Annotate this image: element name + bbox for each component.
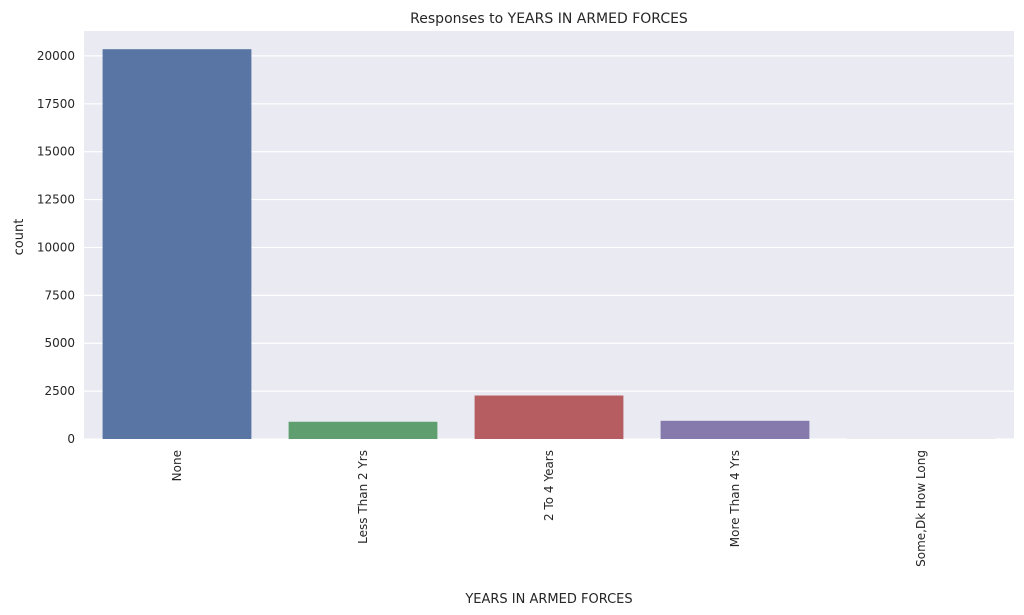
y-tick-label: 20000 <box>37 49 75 63</box>
y-tick-label: 12500 <box>37 193 75 207</box>
x-tick-labels: None Less Than 2 Yrs 2 To 4 Years More Than… <box>170 450 928 567</box>
x-tick-label: None <box>170 450 184 481</box>
chart-title: Responses to YEARS IN ARMED FORCES <box>410 11 688 27</box>
x-tick-label: 2 To 4 Years <box>542 450 556 521</box>
bar <box>102 49 252 440</box>
bar <box>288 421 438 439</box>
x-tick-label: Some,Dk How Long <box>914 450 928 567</box>
bars <box>102 49 996 440</box>
y-tick-label: 15000 <box>37 145 75 159</box>
y-tick-label: 10000 <box>37 240 75 254</box>
bar <box>474 395 624 439</box>
y-tick-label: 7500 <box>44 288 75 302</box>
y-tick-label: 17500 <box>37 97 75 111</box>
y-tick-label: 5000 <box>44 336 75 350</box>
y-axis-label: count <box>12 219 27 256</box>
x-tick-label: Less Than 2 Yrs <box>356 450 370 544</box>
y-tick-labels: 0 2500 5000 7500 10000 12500 15000 17500 20000 <box>37 49 75 446</box>
x-axis-label: YEARS IN ARMED FORCES <box>464 592 632 607</box>
x-tick-label: More Than 4 Yrs <box>728 450 742 547</box>
bar <box>660 420 810 439</box>
y-tick-label: 0 <box>67 432 75 446</box>
y-tick-label: 2500 <box>44 384 75 398</box>
